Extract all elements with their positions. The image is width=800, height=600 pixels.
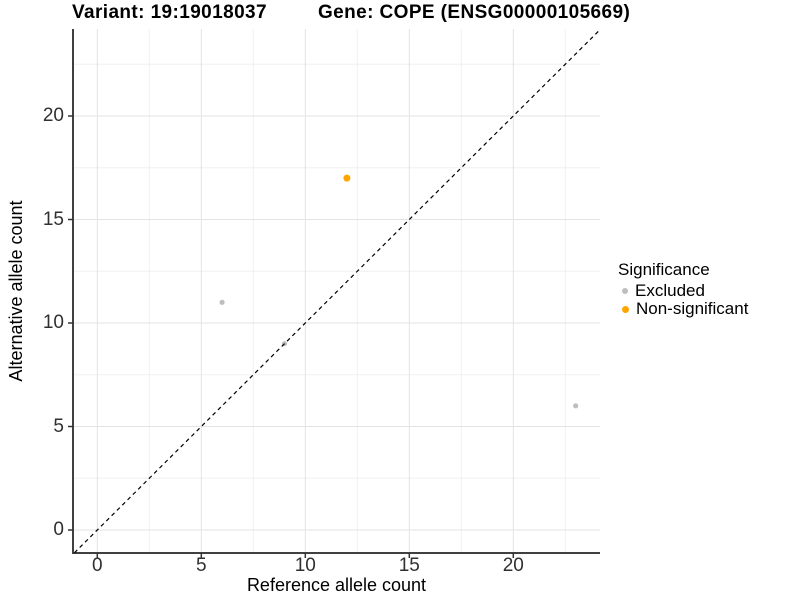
x-tick-label: 0 <box>92 555 103 576</box>
x-tick-label: 15 <box>398 555 420 576</box>
data-point-non-significant <box>343 174 351 182</box>
non-significant-dot-icon <box>622 305 629 313</box>
x-tick-label: 5 <box>196 555 207 576</box>
legend-title: Significance <box>618 260 710 279</box>
legend: Significance Excluded Non-significant <box>618 260 748 318</box>
variant-title: Variant: 19:19018037 <box>72 2 267 23</box>
excluded-dot-icon <box>622 288 628 294</box>
legend-item-label: Non-significant <box>636 299 749 318</box>
x-axis-title: Reference allele count <box>246 575 427 595</box>
y-tick-label: 5 <box>53 415 64 437</box>
y-tick-label: 0 <box>53 519 64 540</box>
data-point-excluded <box>573 403 579 409</box>
x-tick-label: 10 <box>294 555 316 576</box>
legend-item-excluded: Excluded <box>618 281 748 300</box>
gene-title: Gene: COPE (ENSG00000105669) <box>318 2 631 23</box>
y-tick-label: 15 <box>42 208 64 230</box>
data-point-excluded <box>219 299 225 305</box>
identity-line <box>73 29 601 554</box>
y-tick-label: 20 <box>42 105 64 126</box>
y-axis-title: Alternative allele count <box>6 200 26 382</box>
legend-item-label: Excluded <box>635 281 705 300</box>
legend-item-non-significant: Non-significant <box>618 299 749 318</box>
y-tick-label: 10 <box>42 312 64 333</box>
x-tick-label: 20 <box>502 555 524 576</box>
